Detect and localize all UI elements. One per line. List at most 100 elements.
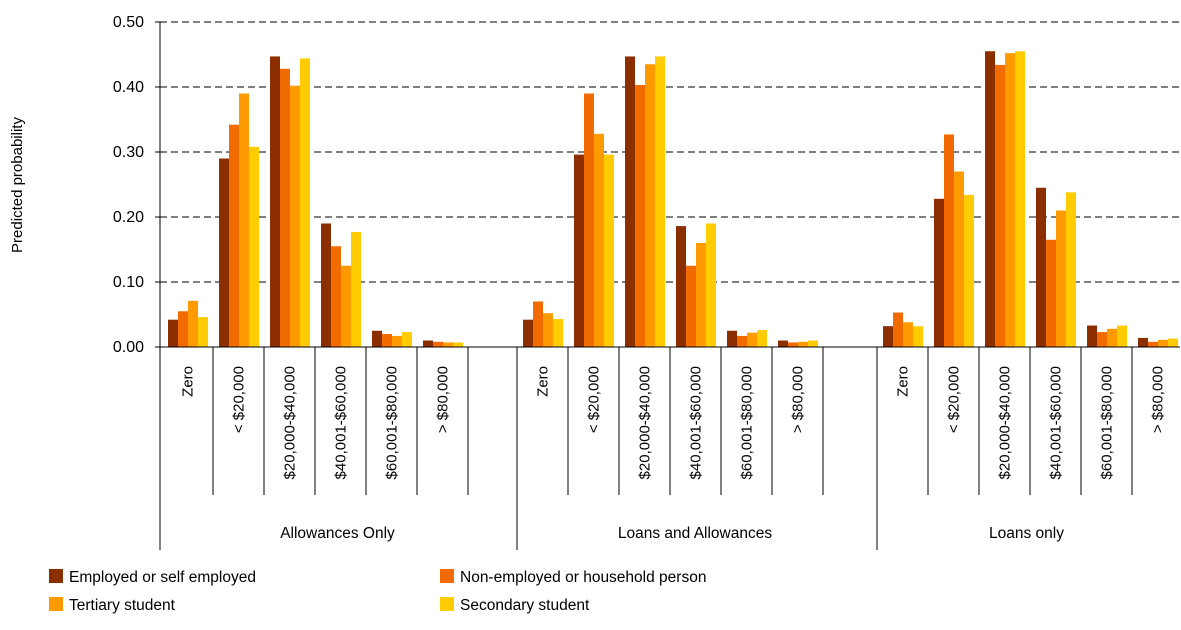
y-axis-title: Predicted probability (9, 117, 26, 253)
bar (893, 312, 903, 347)
bar (331, 246, 341, 347)
category-label: > $80,000 (435, 366, 452, 433)
bar (1148, 341, 1158, 347)
bar (985, 51, 995, 347)
axis-labels: 0.00 0.10 0.20 0.30 0.40 0.50 Zero < $20,000 $20… (113, 14, 1167, 542)
category-label: < $20,000 (586, 366, 603, 433)
bar (229, 124, 239, 347)
bar (543, 313, 553, 347)
bar (219, 158, 229, 347)
bars (168, 51, 1178, 348)
bar (883, 326, 893, 347)
category-label: $20,000-$40,000 (282, 366, 299, 479)
bar (995, 64, 1005, 348)
bar (270, 56, 280, 347)
bar (727, 330, 737, 347)
bar (239, 93, 249, 347)
legend-swatch (440, 597, 454, 611)
bar (1087, 325, 1097, 347)
group-label: Loans and Allowances (618, 525, 773, 542)
bar (178, 311, 188, 347)
bar (280, 68, 290, 348)
bar (798, 341, 808, 347)
bar (1158, 339, 1168, 347)
bar (944, 134, 954, 347)
legend-swatch (49, 569, 63, 583)
bar (1015, 51, 1025, 347)
category-label: $60,001-$80,000 (384, 366, 401, 479)
bar (1005, 53, 1015, 347)
bar (188, 300, 198, 347)
category-label: Zero (895, 366, 912, 397)
bar (737, 335, 747, 347)
legend-label: Employed or self employed (69, 569, 256, 586)
bar (584, 93, 594, 347)
bar (625, 56, 635, 347)
bar (655, 56, 665, 347)
bar (290, 85, 300, 347)
y-tick-label: 0.00 (113, 339, 144, 356)
y-tick-label: 0.30 (113, 144, 144, 161)
bar (788, 342, 798, 347)
legend-swatch (49, 597, 63, 611)
bar (747, 332, 757, 347)
bar (1046, 239, 1056, 347)
bar (168, 319, 178, 347)
bar (423, 340, 433, 347)
y-tick-label: 0.10 (113, 274, 144, 291)
bar (392, 335, 402, 347)
category-label: > $80,000 (790, 366, 807, 433)
bar (808, 340, 818, 347)
bar (300, 58, 310, 348)
bar (934, 198, 944, 347)
gridlines (160, 21, 1180, 283)
category-label: $40,001-$60,000 (1048, 366, 1065, 479)
bar (341, 265, 351, 347)
bar (686, 265, 696, 347)
bar (351, 231, 361, 347)
category-label: Zero (180, 366, 197, 397)
bar (1056, 210, 1066, 347)
bar (706, 223, 716, 347)
bar (433, 341, 443, 347)
axes (155, 21, 1180, 550)
bar (913, 326, 923, 347)
y-tick-label: 0.40 (113, 79, 144, 96)
bar (198, 317, 208, 347)
bar (533, 301, 543, 347)
bar (372, 330, 382, 347)
bar (553, 319, 563, 347)
group-label: Allowances Only (280, 525, 395, 542)
bar (645, 64, 655, 347)
bar (1117, 325, 1127, 347)
bar (696, 243, 706, 347)
category-label: < $20,000 (231, 366, 248, 433)
category-label: > $80,000 (1150, 366, 1167, 433)
category-label: Zero (535, 366, 552, 397)
bar (903, 322, 913, 347)
y-tick-label: 0.20 (113, 209, 144, 226)
bar (604, 154, 614, 347)
category-label: $20,000-$40,000 (997, 366, 1014, 479)
bar (321, 223, 331, 347)
bar (249, 146, 259, 347)
bar (778, 340, 788, 347)
legend-label: Non-employed or household person (460, 569, 706, 586)
bar (453, 342, 463, 347)
bar (1168, 338, 1178, 347)
bar (757, 330, 767, 347)
category-label: $60,001-$80,000 (739, 366, 756, 479)
legend-label: Tertiary student (69, 597, 176, 614)
legend: Employed or self employed Non-employed or… (49, 569, 706, 614)
bar (382, 334, 392, 347)
bar (574, 154, 584, 347)
category-label: < $20,000 (946, 366, 963, 433)
bar (523, 319, 533, 347)
bar (443, 342, 453, 347)
bar (964, 194, 974, 347)
bar (1066, 192, 1076, 347)
bar (594, 133, 604, 347)
category-label: $20,000-$40,000 (637, 366, 654, 479)
group-label: Loans only (989, 525, 1064, 542)
